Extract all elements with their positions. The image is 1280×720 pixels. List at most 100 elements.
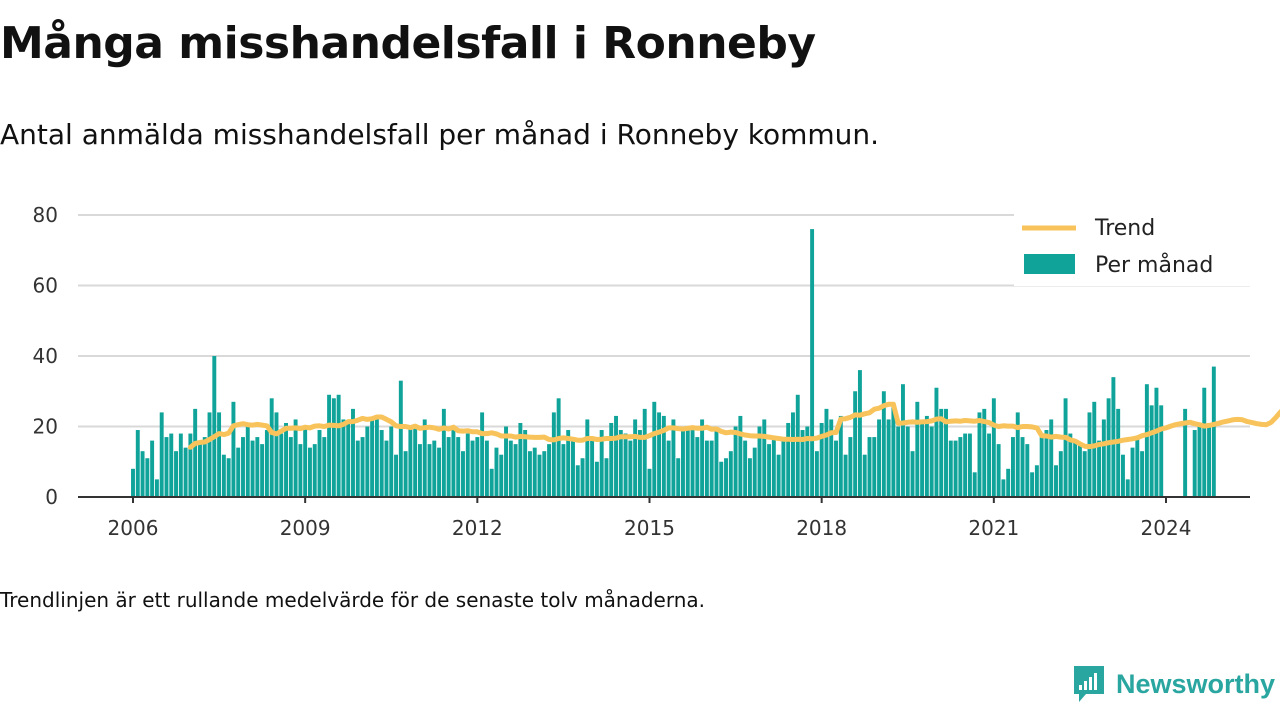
bar: [1020, 437, 1025, 497]
bar: [676, 458, 681, 497]
bar: [924, 415, 929, 497]
bar: [810, 229, 815, 497]
bar: [963, 433, 968, 497]
bar: [609, 422, 614, 497]
bar: [575, 465, 580, 497]
bar: [829, 419, 834, 497]
bar: [532, 447, 537, 497]
bar: [853, 391, 858, 497]
bar: [743, 440, 748, 497]
bar: [465, 433, 470, 497]
bar: [432, 440, 437, 497]
bar: [791, 412, 795, 497]
chart-title: Många misshandelsfall i Ronneby: [0, 18, 816, 69]
bar: [920, 422, 925, 497]
bar: [891, 405, 896, 497]
bar: [776, 454, 781, 497]
bar: [967, 433, 972, 497]
bar: [886, 419, 891, 497]
bar: [537, 454, 542, 497]
bar: [169, 433, 174, 497]
bar: [594, 461, 599, 497]
bar: [1106, 398, 1111, 497]
bar: [781, 440, 786, 497]
legend-label-trend: Trend: [1094, 216, 1155, 241]
legend-bar-swatch: [1024, 254, 1075, 274]
bar: [312, 444, 317, 497]
bar: [1077, 444, 1082, 497]
bar: [1130, 447, 1135, 497]
bar: [590, 437, 595, 497]
bar: [274, 412, 279, 497]
bar: [413, 426, 418, 497]
bar: [547, 444, 552, 497]
bar: [1144, 384, 1149, 497]
bar: [771, 437, 776, 497]
bar: [140, 451, 145, 497]
bar: [269, 398, 274, 497]
newsworthy-logo-icon: [1074, 666, 1104, 702]
y-tick-label: 40: [33, 344, 58, 368]
bar: [824, 408, 829, 497]
bar: [719, 461, 724, 497]
bar: [642, 408, 647, 497]
bar: [571, 437, 575, 497]
line-series-trend: [187, 401, 1280, 450]
bar: [523, 430, 528, 497]
bar: [1197, 422, 1202, 497]
y-tick-label: 0: [45, 485, 58, 509]
bar: [1001, 479, 1006, 497]
y-tick-label: 60: [33, 274, 58, 298]
x-tick-label: 2015: [624, 516, 675, 540]
bar: [556, 398, 561, 497]
bar: [1135, 437, 1140, 497]
bar: [747, 458, 752, 497]
bar: [738, 415, 743, 497]
bar: [327, 394, 332, 497]
bar: [1058, 451, 1063, 497]
bar: [1015, 412, 1020, 497]
chart-subtitle: Antal anmälda misshandelsfall per månad …: [0, 118, 880, 151]
bar: [159, 412, 164, 497]
bar: [1092, 401, 1097, 497]
bar: [461, 451, 465, 497]
bar: [260, 444, 265, 497]
bar: [752, 447, 757, 497]
bar: [652, 401, 657, 497]
bar: [637, 430, 642, 497]
bar: [288, 437, 293, 497]
bar: [183, 447, 188, 497]
bar: [551, 412, 556, 497]
bar: [427, 444, 432, 497]
bar: [527, 451, 532, 497]
bar: [1063, 398, 1068, 497]
bar: [221, 454, 226, 497]
bar: [504, 426, 508, 497]
bar: [838, 415, 843, 497]
bar: [207, 412, 212, 497]
bar: [446, 437, 451, 497]
bar: [987, 433, 992, 497]
brand-logo[interactable]: Newsworthy: [1072, 664, 1275, 704]
bar: [599, 430, 604, 497]
bar: [795, 394, 800, 497]
bar: [241, 437, 245, 497]
bar: [1211, 366, 1216, 497]
bar: [848, 437, 853, 497]
bar: [336, 394, 341, 497]
bar: [661, 415, 666, 497]
bar: [193, 408, 198, 497]
bar: [834, 440, 838, 497]
bar: [360, 437, 365, 497]
bar: [1192, 430, 1197, 497]
bar: [1140, 451, 1145, 497]
bar: [614, 415, 618, 497]
bar: [389, 426, 394, 497]
bar: [379, 430, 384, 497]
bar: [245, 422, 250, 497]
bar: [317, 430, 322, 497]
bar: [1011, 437, 1015, 497]
bar: [704, 440, 709, 497]
bar: [982, 408, 987, 497]
bar: [671, 419, 676, 497]
